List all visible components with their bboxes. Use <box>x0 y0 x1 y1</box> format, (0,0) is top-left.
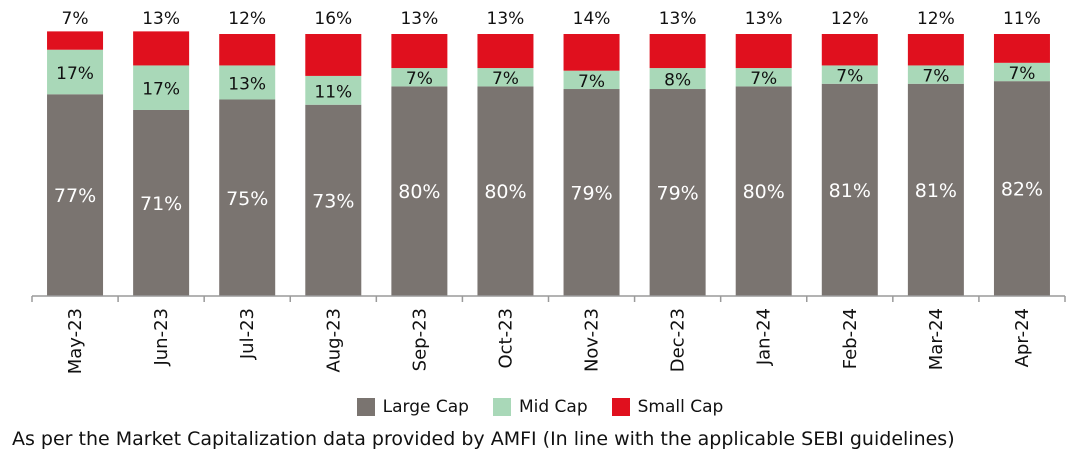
data-label-large-cap: 80% <box>743 181 785 203</box>
data-label-small-cap: 12% <box>228 9 266 29</box>
bar-large-cap-jul-23 <box>219 99 276 296</box>
bar-large-cap-dec-23 <box>649 89 706 297</box>
bar-small-cap-may-23 <box>47 31 104 50</box>
bar-mid-cap-dec-23 <box>649 68 706 90</box>
data-label-large-cap: 82% <box>1001 179 1043 201</box>
legend-item-mid-cap: Mid Cap <box>492 397 588 417</box>
data-label-small-cap: 12% <box>917 9 955 29</box>
bar-mid-cap-apr-24 <box>993 62 1050 82</box>
data-label-small-cap: 7% <box>62 9 89 29</box>
x-tick-label: Oct-23 <box>495 308 516 369</box>
x-tick-label: Jan-24 <box>754 308 775 366</box>
bar-large-cap-mar-24 <box>907 83 964 296</box>
bar-small-cap-aug-23 <box>305 34 362 76</box>
data-label-large-cap: 73% <box>312 190 354 212</box>
legend-label-mid-cap: Mid Cap <box>518 397 588 417</box>
data-label-small-cap: 14% <box>573 9 611 29</box>
data-label-small-cap: 13% <box>745 9 783 29</box>
bar-mid-cap-jul-23 <box>219 65 276 100</box>
legend-swatch-large-cap <box>356 398 375 416</box>
data-label-large-cap: 77% <box>54 185 96 207</box>
bar-small-cap-mar-24 <box>907 34 964 66</box>
bar-large-cap-apr-24 <box>993 81 1050 296</box>
bar-small-cap-dec-23 <box>649 34 706 69</box>
data-label-large-cap: 79% <box>570 183 612 205</box>
bar-small-cap-apr-24 <box>993 34 1050 63</box>
bar-small-cap-jan-24 <box>735 34 792 69</box>
bar-mid-cap-mar-24 <box>907 65 964 84</box>
data-label-mid-cap: 17% <box>142 80 180 100</box>
bar-mid-cap-jun-23 <box>133 65 190 110</box>
legend-item-small-cap: Small Cap <box>611 397 724 417</box>
x-tick-label: Jun-23 <box>151 308 172 367</box>
legend-swatch-small-cap <box>611 398 630 416</box>
data-label-large-cap: 81% <box>915 180 957 202</box>
bar-large-cap-sep-23 <box>391 86 448 297</box>
data-label-mid-cap: 7% <box>1008 64 1035 84</box>
data-label-large-cap: 81% <box>829 180 871 202</box>
data-labels-layer: 77% 17% 7% 71% 17% 13% 75% 13% 12% 73% 11% 16% 80% 7%… <box>54 9 1043 215</box>
bar-large-cap-oct-23 <box>477 86 534 297</box>
data-label-mid-cap: 7% <box>750 69 777 89</box>
data-label-mid-cap: 7% <box>406 69 433 89</box>
bar-small-cap-sep-23 <box>391 34 448 69</box>
data-label-small-cap: 13% <box>487 9 525 29</box>
data-label-small-cap: 13% <box>142 9 180 29</box>
data-label-small-cap: 11% <box>1003 9 1041 29</box>
bar-large-cap-jun-23 <box>133 109 190 296</box>
bar-mid-cap-sep-23 <box>391 68 448 87</box>
data-label-large-cap: 79% <box>657 183 699 205</box>
data-label-mid-cap: 13% <box>228 74 266 94</box>
data-label-small-cap: 13% <box>659 9 697 29</box>
legend-swatch-mid-cap <box>492 398 511 416</box>
bar-small-cap-oct-23 <box>477 34 534 69</box>
bar-mid-cap-feb-24 <box>821 65 878 84</box>
stacked-bar-chart: 77% 17% 7% 71% 17% 13% 75% 13% 12% 73% 11% 16% 80% 7%… <box>31 9 1066 374</box>
x-tick-label: Mar-24 <box>926 308 947 370</box>
legend-label-large-cap: Large Cap <box>382 397 469 417</box>
x-tick-label: Feb-24 <box>840 308 861 369</box>
bar-large-cap-nov-23 <box>563 89 620 297</box>
x-axis: May-23 Jun-23 Jul-23 Aug-23 Sep-23 Oct-23 Nov-… <box>31 295 1066 374</box>
x-tick-label: Jul-23 <box>237 308 258 360</box>
data-label-small-cap: 13% <box>400 9 438 29</box>
x-tick-label: Nov-23 <box>582 308 603 372</box>
bar-large-cap-feb-24 <box>821 83 878 296</box>
data-label-large-cap: 71% <box>140 193 182 215</box>
legend: Large Cap Mid Cap Small Cap <box>0 397 1080 417</box>
data-label-large-cap: 75% <box>226 188 268 210</box>
bar-large-cap-jan-24 <box>735 86 792 297</box>
data-label-small-cap: 16% <box>314 9 352 29</box>
bar-mid-cap-jan-24 <box>735 68 792 87</box>
x-tick-label: Aug-23 <box>323 308 344 373</box>
bar-mid-cap-nov-23 <box>563 70 620 90</box>
data-label-mid-cap: 7% <box>836 67 863 87</box>
footnote: As per the Market Capitalization data pr… <box>12 428 955 450</box>
data-label-large-cap: 80% <box>484 181 526 203</box>
x-tick-label: Sep-23 <box>409 308 430 371</box>
x-tick-label: May-23 <box>65 308 86 374</box>
bar-small-cap-jun-23 <box>133 31 190 66</box>
data-label-mid-cap: 11% <box>314 82 352 102</box>
x-tick-label: Dec-23 <box>668 308 689 372</box>
data-label-mid-cap: 7% <box>492 69 519 89</box>
bar-large-cap-may-23 <box>47 94 104 296</box>
data-label-small-cap: 12% <box>831 9 869 29</box>
bar-small-cap-jul-23 <box>219 34 276 66</box>
data-label-mid-cap: 7% <box>922 67 949 87</box>
legend-label-small-cap: Small Cap <box>637 397 724 417</box>
data-label-mid-cap: 17% <box>56 64 94 84</box>
bars-layer <box>47 31 1050 297</box>
bar-mid-cap-oct-23 <box>477 68 534 87</box>
bar-small-cap-nov-23 <box>563 34 620 71</box>
data-label-mid-cap: 7% <box>578 72 605 92</box>
bar-mid-cap-aug-23 <box>305 75 362 105</box>
data-label-mid-cap: 8% <box>664 71 691 91</box>
bar-small-cap-feb-24 <box>821 34 878 66</box>
x-tick-label: Apr-24 <box>1012 308 1033 367</box>
data-label-large-cap: 80% <box>398 181 440 203</box>
legend-item-large-cap: Large Cap <box>356 397 469 417</box>
bar-mid-cap-may-23 <box>47 49 104 95</box>
bar-large-cap-aug-23 <box>305 104 362 297</box>
